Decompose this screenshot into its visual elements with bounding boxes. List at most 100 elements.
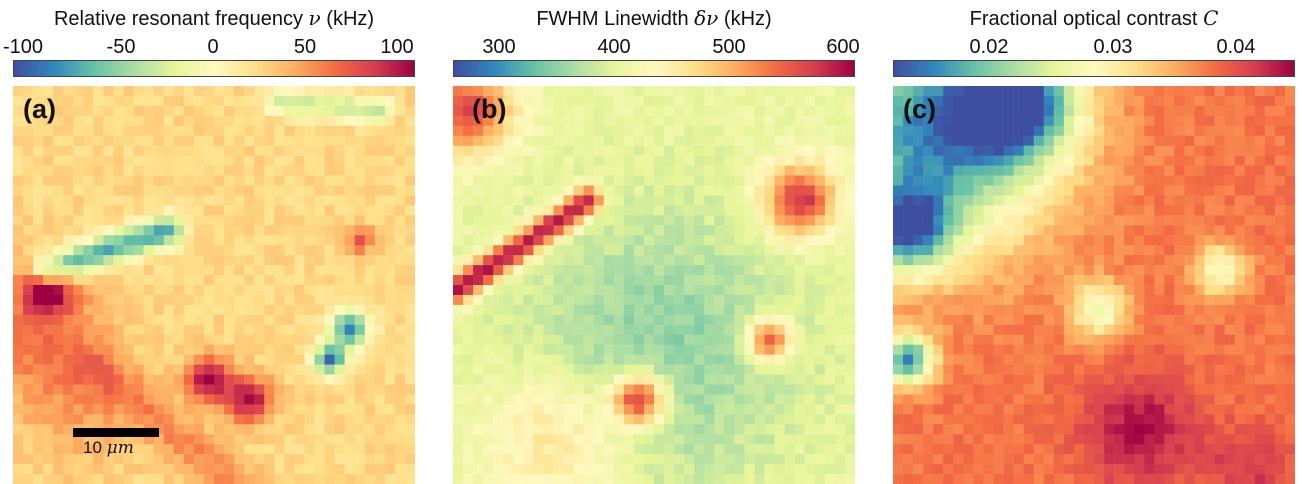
heatmap-cell [284,225,295,236]
heatmap-cell [804,384,816,395]
heatmap-cell [1214,145,1225,156]
heatmap-cell [304,424,315,435]
heatmap-cell [824,125,836,137]
heatmap-cell [83,205,94,216]
heatmap-cell [774,334,785,345]
heatmap-cell [744,304,755,316]
heatmap-cell [1083,384,1095,395]
heatmap-cell [483,185,494,196]
heatmap-cell [973,444,984,455]
heatmap-cell [493,444,504,455]
heatmap-cell [1184,324,1195,336]
heatmap-cell [493,464,504,475]
heatmap-cell [1164,195,1175,206]
heatmap-cell [973,86,984,97]
heatmap-cell [1144,344,1155,355]
heatmap-cell [274,155,285,166]
heatmap-cell [893,225,904,236]
heatmap-cell [374,474,386,484]
heatmap-cell [53,275,64,286]
heatmap-cell [654,125,665,137]
heatmap-cell [234,354,245,365]
heatmap-cell [923,145,934,156]
heatmap-cell [643,155,655,166]
heatmap-cell [1094,86,1105,97]
heatmap-cell [453,145,464,156]
heatmap-cell [453,444,464,455]
heatmap-cell [404,95,415,107]
heatmap-cell [314,424,325,435]
heatmap-cell [734,364,745,375]
heatmap-cell [533,474,544,484]
heatmap-cell [923,205,934,216]
heatmap-cell [183,334,195,345]
heatmap-cell [43,404,54,415]
heatmap-cell [1154,86,1165,97]
heatmap-cell [23,245,34,256]
heatmap-cell [374,424,386,435]
heatmap-cell [824,95,836,107]
heatmap-cell [834,424,846,435]
heatmap-cell [893,115,904,127]
heatmap-cell [603,86,615,97]
heatmap-cell [1043,125,1055,137]
heatmap-cell [963,464,974,475]
heatmap-cell [794,374,806,385]
heatmap-cell [943,135,954,146]
heatmap-cell [1134,334,1145,345]
heatmap-cell [123,444,134,455]
heatmap-cell [764,434,775,445]
heatmap-cell [203,394,215,405]
heatmap-cell [573,304,584,316]
heatmap-cell [1164,324,1175,336]
heatmap-cell [193,185,205,196]
heatmap-cell [1003,384,1014,395]
heatmap-cell [503,235,514,246]
heatmap-cell [1003,344,1014,355]
heatmap-cell [254,145,265,156]
heatmap-cell [933,474,944,484]
heatmap-cell [1254,334,1266,345]
heatmap-cell [254,225,265,236]
heatmap-cell [324,145,335,156]
heatmap-cell [404,374,415,385]
heatmap-cell [613,275,625,286]
heatmap-cell [714,285,725,296]
heatmap-cell [674,95,685,107]
heatmap-cell [33,454,44,465]
heatmap-cell [593,444,605,455]
heatmap-cell [694,434,705,445]
heatmap-cell [654,474,665,484]
heatmap-cell [503,404,514,415]
heatmap-cell [1104,245,1115,256]
heatmap-cell [214,334,225,345]
heatmap-cell [234,175,245,186]
heatmap-cell [704,334,715,345]
heatmap-cell [33,354,44,365]
heatmap-cell [1094,324,1105,336]
heatmap-cell [513,424,524,435]
heatmap-cell [1194,235,1205,246]
heatmap-cell [63,205,74,216]
heatmap-cell [133,185,144,196]
heatmap-cell [1124,314,1135,326]
heatmap-cell [1003,245,1014,256]
heatmap-cell [943,304,954,316]
heatmap-cell [1254,324,1266,336]
heatmap-cell [143,235,154,246]
heatmap-cell [1284,205,1295,216]
heatmap-cell [754,275,765,286]
heatmap-cell [153,414,165,425]
colorbar-tick-label: 0.03 [1093,36,1133,58]
heatmap-cell [623,364,635,375]
heatmap-cell [214,225,225,236]
heatmap-cell [103,155,114,166]
heatmap-cell [563,245,574,256]
heatmap-cell [744,265,755,276]
heatmap-cell [903,314,914,326]
heatmap-cell [13,185,24,196]
heatmap-cell [53,344,64,355]
heatmap-cell [453,165,464,176]
heatmap-cell [1124,165,1135,176]
heatmap-cell [543,86,554,97]
